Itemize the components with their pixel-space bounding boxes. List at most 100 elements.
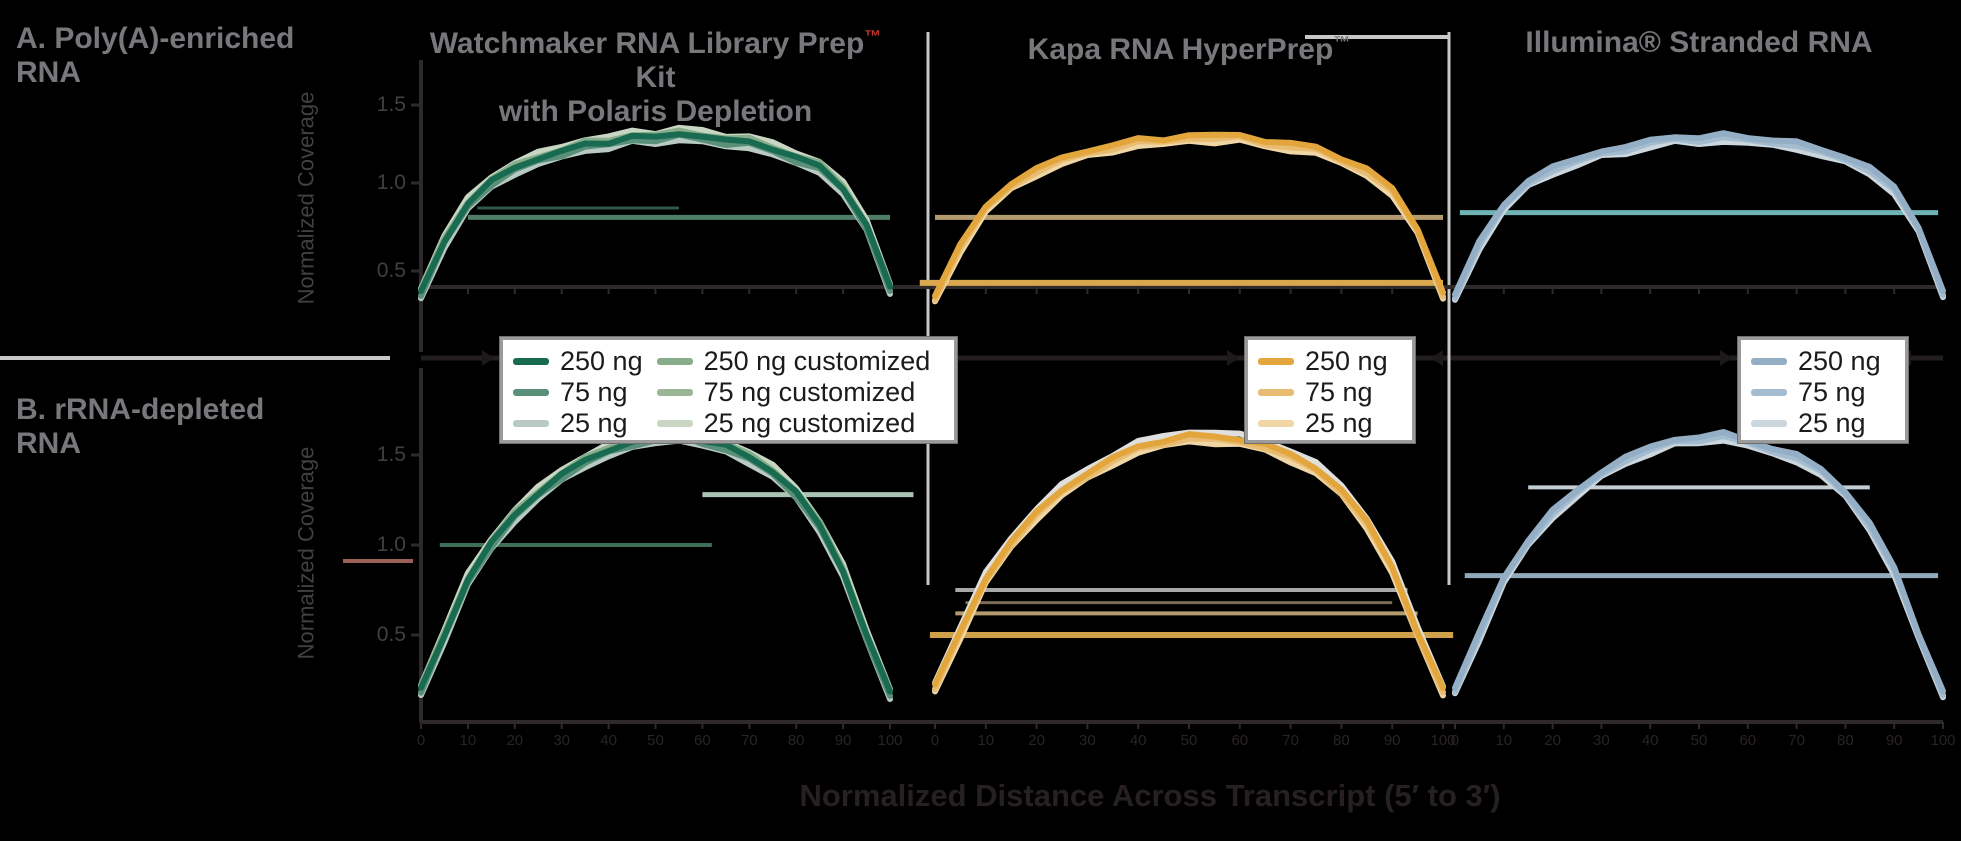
legend-entry: 25 ng: [1751, 408, 1881, 439]
y-tick-label: 0.5: [376, 259, 406, 282]
x-tick-label: 50: [1180, 732, 1198, 749]
x-tick-label: 60: [1231, 732, 1249, 749]
x-tick-label: 40: [600, 732, 617, 749]
legend-column: 250 ng 75 ng 25 ng: [1258, 346, 1388, 438]
x-tick-label: 60: [1739, 732, 1757, 749]
x-tick-label: 0: [1450, 732, 1460, 749]
x-tick-label: 10: [459, 732, 477, 749]
legend-column: 250 ng customized 75 ng customized 25 ng c…: [656, 346, 931, 438]
x-tick-label: 0: [930, 732, 940, 749]
coverage-curve-B2: [932, 431, 1446, 691]
x-tick-label: 40: [1641, 732, 1659, 749]
row-label-a-line1: A. Poly(A)-enriched: [16, 22, 295, 55]
x-tick-label: 50: [1690, 732, 1708, 749]
legend-watchmaker: 250 ng 75 ng 25 ng 250 ng customized 75 ng c…: [500, 337, 958, 443]
legend-swatch: [656, 358, 693, 365]
x-tick-label: 0: [416, 732, 426, 749]
x-tick-label: 90: [1885, 732, 1903, 749]
legend-illumina: 250 ng 75 ng 25 ng: [1738, 337, 1908, 443]
legend-entry: 25 ng customized: [656, 408, 931, 439]
x-tick-label: 100: [877, 732, 903, 749]
legend-entry: 25 ng: [513, 408, 643, 439]
coverage-curve-A2: [932, 136, 1446, 305]
divider-arrowhead: [482, 350, 494, 366]
legend-label: 75 ng: [1798, 377, 1866, 407]
y-tick-label: 1.5: [376, 443, 406, 466]
legend-label: 250 ng: [1798, 346, 1881, 376]
legend-label: 75 ng customized: [703, 377, 916, 407]
coverage-curve-A2: [932, 131, 1446, 299]
legend-entry: 75 ng: [1258, 377, 1388, 408]
column-title-illumina: Illumina® Stranded RNA: [1455, 26, 1943, 60]
column-title-illumina-text: Illumina® Stranded RNA: [1525, 26, 1873, 59]
coverage-curve-A3: [1452, 134, 1946, 302]
x-tick-label: 50: [647, 732, 664, 749]
legend-entry: 75 ng customized: [656, 377, 931, 408]
legend-kapa: 250 ng 75 ng 25 ng: [1245, 337, 1415, 443]
coverage-curve-A1: [418, 131, 893, 294]
x-tick-label: 80: [787, 732, 805, 749]
legend-swatch: [1258, 358, 1294, 365]
x-tick-label: 60: [694, 732, 711, 749]
legend-label: 25 ng: [1305, 408, 1373, 438]
x-tick-label: 90: [834, 732, 852, 749]
legend-swatch: [1258, 389, 1294, 396]
divider-arrowhead: [1227, 350, 1239, 366]
trademark-symbol: ™: [864, 27, 882, 46]
x-tick-label: 10: [1495, 732, 1513, 749]
legend-label: 250 ng: [1305, 346, 1388, 376]
divider-arrowhead: [1431, 350, 1443, 366]
legend-swatch: [656, 420, 693, 427]
legend-label: 75 ng: [1305, 377, 1373, 407]
legend-label: 75 ng: [560, 377, 628, 407]
legend-swatch: [513, 358, 549, 365]
y-axis-title-row-a: Normalized Coverage: [293, 91, 319, 305]
coverage-curve-B1: [418, 431, 893, 695]
coverage-curve-A1: [418, 131, 893, 299]
legend-label: 250 ng customized: [703, 346, 931, 376]
row-label-b-line1: B. rRNA-depleted: [16, 393, 265, 426]
x-tick-label: 10: [977, 732, 995, 749]
legend-swatch: [656, 389, 693, 396]
x-tick-label: 80: [1333, 732, 1350, 749]
column-title-watchmaker: Watchmaker RNA Library Prep™ Kit with Po…: [421, 20, 890, 129]
coverage-curve-B2: [932, 438, 1446, 699]
row-label-b: B. rRNA-depleted RNA: [16, 393, 264, 461]
x-tick-label: 80: [1837, 732, 1854, 749]
x-tick-label: 100: [1430, 732, 1456, 749]
legend-label: 25 ng: [560, 408, 628, 438]
legend-column: 250 ng 75 ng 25 ng: [513, 346, 643, 438]
y-axis-title-row-b: Normalized Coverage: [293, 446, 319, 660]
legend-entry: 250 ng: [1258, 346, 1388, 377]
coverage-curve-B2: [932, 435, 1446, 696]
coverage-curve-A3: [1452, 130, 1946, 298]
legend-swatch: [513, 389, 549, 396]
legend-label: 25 ng customized: [703, 408, 916, 438]
y-tick-label: 1.0: [376, 533, 406, 556]
x-tick-label: 70: [740, 732, 758, 749]
legend-entry: 25 ng: [1258, 408, 1388, 439]
legend-swatch: [1751, 389, 1787, 396]
legend-entry: 75 ng: [1751, 377, 1881, 408]
coverage-curve-B1: [418, 425, 893, 692]
divider-arrowhead: [1720, 350, 1732, 366]
legend-swatch: [1258, 420, 1294, 427]
coverage-curve-B1: [418, 432, 893, 699]
coverage-curve-A1: [418, 127, 893, 293]
row-label-b-line2: RNA: [16, 427, 81, 460]
x-tick-label: 70: [1282, 732, 1299, 749]
legend-entry: 250 ng customized: [656, 346, 931, 377]
legend-swatch: [1751, 358, 1787, 365]
x-tick-label: 100: [1930, 732, 1956, 749]
coverage-curve-B1: [418, 427, 893, 693]
legend-label: 250 ng: [560, 346, 643, 376]
column-title-watchmaker-line2: with Polaris Depletion: [498, 95, 813, 128]
y-tick-label: 0.5: [376, 623, 406, 646]
row-label-a-line2: RNA: [16, 56, 81, 89]
x-tick-label: 20: [1544, 732, 1561, 749]
legend-column: 250 ng 75 ng 25 ng: [1751, 346, 1881, 438]
row-label-a: A. Poly(A)-enriched RNA: [16, 22, 294, 90]
x-tick-label: 90: [1383, 732, 1401, 749]
column-title-watchmaker-text: Watchmaker RNA Library Prep: [429, 27, 865, 60]
